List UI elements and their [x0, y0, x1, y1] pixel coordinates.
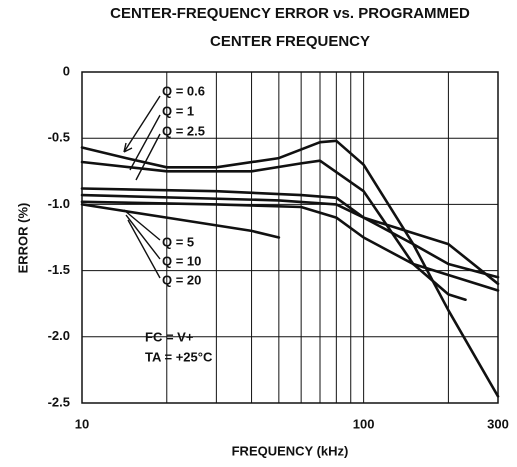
series-label: Q = 0.6: [162, 83, 205, 98]
series-label: Q = 10: [162, 253, 201, 268]
curve: [80, 139, 500, 398]
chart-title: CENTER FREQUENCY: [210, 33, 370, 50]
y-tick-label: -1.0: [48, 196, 70, 211]
x-axis-label: FREQUENCY (kHz): [232, 443, 349, 458]
series-label: Q = 1: [162, 103, 194, 118]
x-tick-label: 10: [75, 416, 89, 431]
x-tick-label: 300: [487, 416, 509, 431]
y-tick-label: -0.5: [48, 130, 70, 145]
y-tick-label: -2.0: [48, 328, 70, 343]
x-tick-label: 100: [353, 416, 375, 431]
y-tick-label: 0: [63, 63, 70, 78]
curve: [80, 203, 281, 239]
series-label: Q = 5: [162, 234, 194, 249]
series-label: Q = 20: [162, 272, 201, 287]
series-label: Q = 2.5: [162, 123, 205, 138]
annotation: FC = V+: [145, 329, 194, 344]
curve: [80, 159, 467, 301]
y-axis-label: ERROR (%): [15, 203, 30, 274]
pointer-arrows: [123, 95, 161, 279]
y-tick-label: -1.5: [48, 262, 70, 277]
chart-title: CENTER-FREQUENCY ERROR vs. PROGRAMMED: [110, 5, 470, 22]
curve: [80, 193, 500, 286]
curve: [80, 187, 500, 279]
y-tick-label: -2.5: [48, 394, 70, 409]
curve: [80, 200, 500, 292]
annotation: TA = +25°C: [145, 349, 213, 364]
